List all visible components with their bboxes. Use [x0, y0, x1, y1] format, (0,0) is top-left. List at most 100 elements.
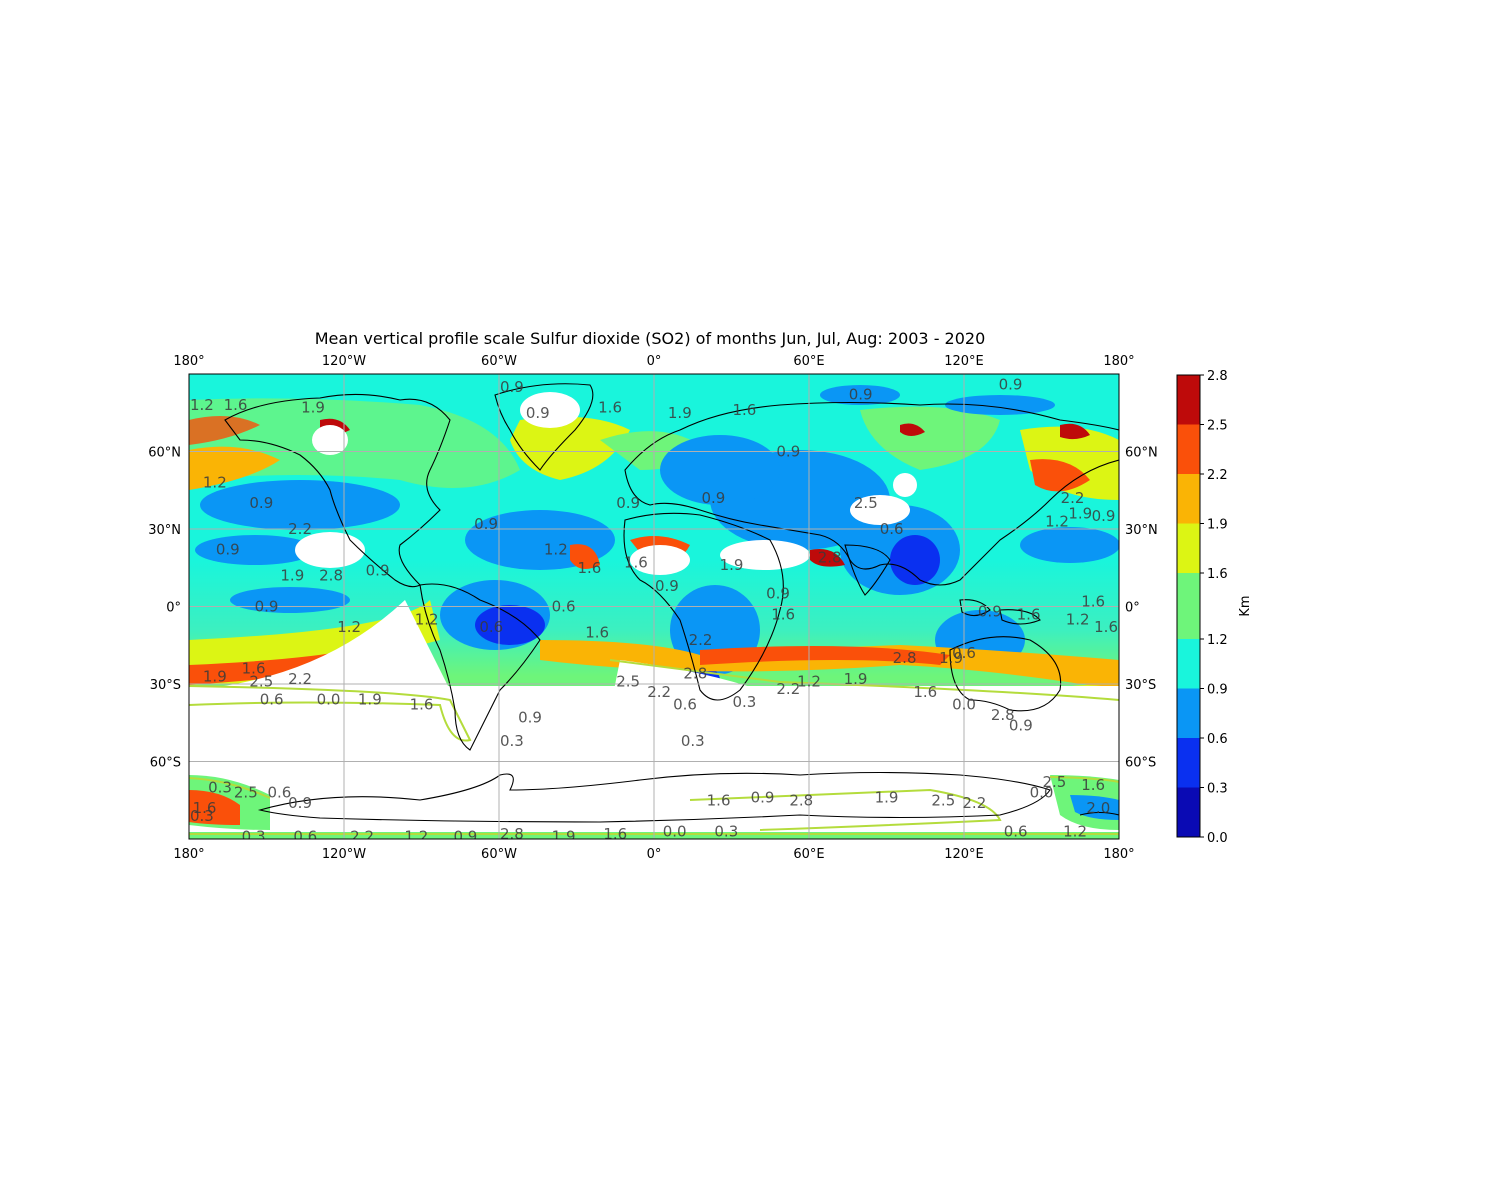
contour-label: 0.9: [255, 598, 279, 616]
contour-label: 2.5: [854, 494, 878, 512]
contour-label: 2.8: [683, 665, 707, 683]
y-tick-label-left: 0°: [166, 601, 181, 616]
contour-label: 1.9: [720, 556, 744, 574]
contour-label: 0.0: [317, 691, 341, 709]
contour-label: 0.9: [474, 515, 498, 533]
contour-label: 1.6: [410, 696, 434, 714]
contour-label: 0.9: [518, 709, 542, 727]
y-tick-label-left: 30°N: [148, 523, 181, 538]
contour-label: 0.6: [1004, 822, 1028, 840]
contour-label: 0.9: [776, 443, 800, 461]
contour-label: 1.9: [203, 667, 227, 685]
colorbar-tick-label: 1.6: [1207, 567, 1228, 582]
y-tick-label-left: 30°S: [150, 678, 181, 693]
contour-label: 0.9: [849, 386, 873, 404]
x-tick-label-top: 120°E: [944, 354, 984, 369]
contour-label: 1.9: [875, 789, 899, 807]
contour-label: 1.9: [1068, 505, 1092, 523]
colorbar-block: [1177, 474, 1200, 524]
y-tick-label-left: 60°S: [150, 756, 181, 771]
contour-label: 0.6: [952, 644, 976, 662]
contour-label: 1.6: [771, 605, 795, 623]
contour-label: 0.3: [190, 807, 214, 825]
contour-label: 1.6: [913, 683, 937, 701]
contour-label: 2.2: [962, 794, 986, 812]
contour-label: 1.2: [203, 474, 227, 492]
contour-label: 1.6: [732, 401, 756, 419]
contour-label: 1.2: [1066, 610, 1090, 628]
colorbar-tick-label: 0.0: [1207, 831, 1228, 846]
contour-label: 1.9: [939, 649, 963, 667]
contour-label: 1.2: [337, 618, 361, 636]
y-tick-label-right: 30°S: [1125, 678, 1156, 693]
colorbar-frame: [1176, 374, 1201, 838]
contour-label: 0.3: [681, 732, 705, 750]
x-tick-label-top: 180°: [173, 354, 204, 369]
colorbar-tick-label: 1.2: [1207, 633, 1228, 648]
contour-label: 1.2: [797, 672, 821, 690]
contour-label: 1.6: [624, 554, 648, 572]
x-tick-label-top: 120°W: [322, 354, 366, 369]
contour-label: 1.9: [668, 404, 692, 422]
x-tick-label-top: 180°: [1103, 354, 1134, 369]
contour-label: 0.9: [1092, 507, 1116, 525]
contour-label: 1.6: [1017, 605, 1041, 623]
contour-label: 0.6: [880, 520, 904, 538]
x-tick-label-bottom: 180°: [1103, 847, 1134, 862]
contour-label: 1.6: [224, 396, 248, 414]
contour-label: 2.8: [818, 548, 842, 566]
colorbar-tick-label: 2.5: [1207, 419, 1228, 434]
colorbar: 0.0 0.3 0.6 0.9 1.2 1.6 1.9 2.2 2.5 2.8 Km: [1176, 369, 1253, 846]
contour-label: 2.2: [1061, 489, 1085, 507]
contour-label: 2.8: [893, 649, 917, 667]
contour-label: 0.6: [293, 827, 317, 845]
contour-label: 0.9: [216, 541, 240, 559]
x-tick-label-bottom: 120°E: [944, 847, 984, 862]
contour-label: 0.9: [288, 794, 312, 812]
colorbar-block: [1177, 688, 1200, 738]
contour-label: 1.2: [1063, 822, 1087, 840]
contour-label: 0.9: [249, 494, 273, 512]
colorbar-block: [1177, 738, 1200, 788]
contour-label: 1.2: [544, 541, 568, 559]
x-tick-label-top: 60°W: [481, 354, 517, 369]
contour-label: 0.3: [714, 822, 738, 840]
colorbar-block: [1177, 787, 1200, 837]
contour-label: 1.6: [242, 660, 266, 678]
contour-label: 2.5: [234, 784, 258, 802]
x-tick-label-bottom: 60°W: [481, 847, 517, 862]
contour-label: 0.9: [1009, 716, 1033, 734]
contour-labels: 1.2 1.6 1.91.20.90.92.21.9 2.8 0.90.91.21.9 1…: [190, 375, 1118, 845]
contour-label: 0.6: [552, 598, 576, 616]
contour-label: 2.8: [789, 791, 813, 809]
x-tick-label-bottom: 0°: [647, 847, 662, 862]
contour-label: 1.2: [404, 827, 428, 845]
map-panel: 1.2 1.6 1.91.20.90.92.21.9 2.8 0.90.91.21.9 1…: [188, 373, 1120, 845]
y-tick-label-right: 0°: [1125, 601, 1140, 616]
colorbar-block: [1177, 573, 1200, 639]
contour-label: 1.9: [301, 399, 325, 417]
contour-label: 2.5: [1042, 773, 1066, 791]
colorbar-block: [1177, 639, 1200, 689]
map-frame: [188, 373, 1120, 840]
colorbar-block: [1177, 523, 1200, 573]
chart-title: Mean vertical profile scale Sulfur dioxi…: [315, 329, 986, 348]
colorbar-block: [1177, 424, 1200, 474]
contour-label: 0.9: [500, 378, 524, 396]
contour-label: 1.6: [707, 791, 731, 809]
contour-label: 2.2: [350, 827, 374, 845]
contour-label: 0.0: [663, 822, 687, 840]
contour-label: 1.6: [1094, 618, 1118, 636]
contour-label: 0.3: [500, 732, 524, 750]
contour-label: 2.2: [647, 683, 671, 701]
x-tick-label-top: 60°E: [793, 354, 824, 369]
contour-label: 1.6: [603, 825, 627, 843]
contour-label: 0.0: [952, 696, 976, 714]
y-tick-label-left: 60°N: [148, 446, 181, 461]
contour-label: 1.9: [358, 691, 382, 709]
y-tick-labels-left: 60°N 30°N 0° 30°S 60°S: [148, 446, 181, 771]
contour-label: 2.5: [616, 672, 640, 690]
contour-label: 0.6: [260, 691, 284, 709]
contour-label: 1.6: [193, 799, 217, 817]
